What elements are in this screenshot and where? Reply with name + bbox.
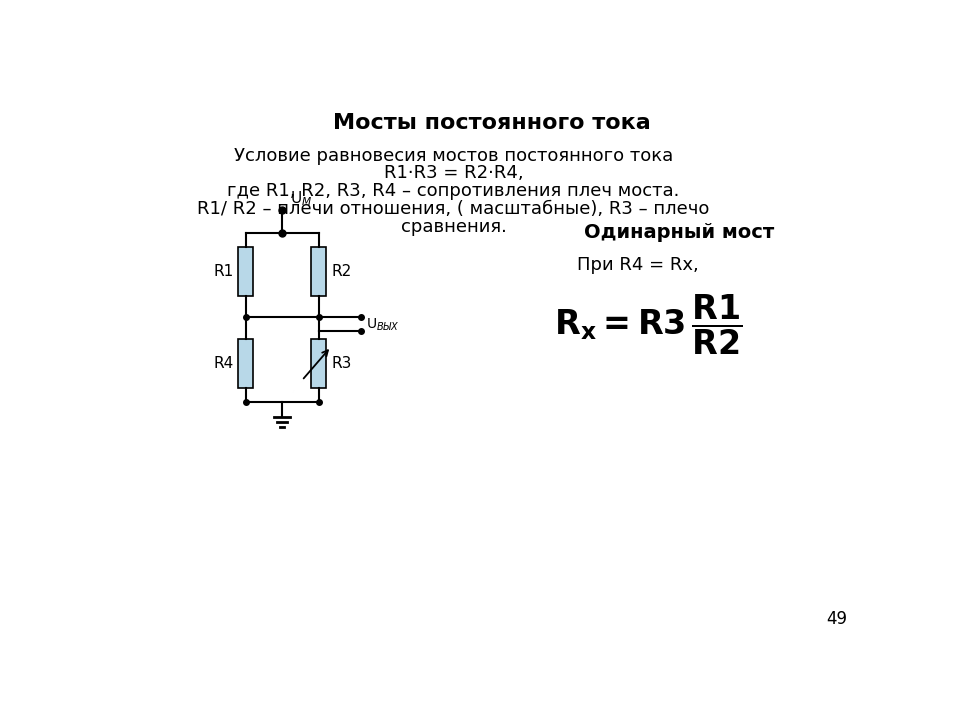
Text: где R1, R2, R3, R4 – сопротивления плеч моста.: где R1, R2, R3, R4 – сопротивления плеч … — [228, 182, 680, 200]
Text: $\mathbf{R_x = R3\,\dfrac{R1}{R2}}$: $\mathbf{R_x = R3\,\dfrac{R1}{R2}}$ — [554, 293, 742, 357]
Text: Условие равновесия мостов постоянного тока: Условие равновесия мостов постоянного то… — [234, 147, 673, 165]
Text: R1/ R2 – плечи отношения, ( масштабные), R3 – плечо: R1/ R2 – плечи отношения, ( масштабные),… — [198, 200, 709, 218]
Text: сравнения.: сравнения. — [400, 217, 507, 235]
Text: U$_{ВЫХ}$: U$_{ВЫХ}$ — [366, 316, 399, 333]
Text: Одинарный мост: Одинарный мост — [585, 223, 775, 242]
FancyBboxPatch shape — [238, 246, 253, 296]
FancyBboxPatch shape — [311, 339, 326, 388]
Text: При R4 = Rx,: При R4 = Rx, — [577, 256, 699, 274]
Text: R2: R2 — [331, 264, 351, 279]
Text: Мосты постоянного тока: Мосты постоянного тока — [333, 113, 651, 133]
Text: R1: R1 — [213, 264, 233, 279]
Text: 49: 49 — [827, 611, 848, 629]
Text: R1·R3 = R2·R4,: R1·R3 = R2·R4, — [384, 164, 523, 182]
FancyBboxPatch shape — [238, 339, 253, 388]
Text: R4: R4 — [213, 356, 233, 371]
Text: U$_М$: U$_М$ — [290, 189, 312, 208]
Text: R3: R3 — [331, 356, 351, 371]
FancyBboxPatch shape — [311, 246, 326, 296]
